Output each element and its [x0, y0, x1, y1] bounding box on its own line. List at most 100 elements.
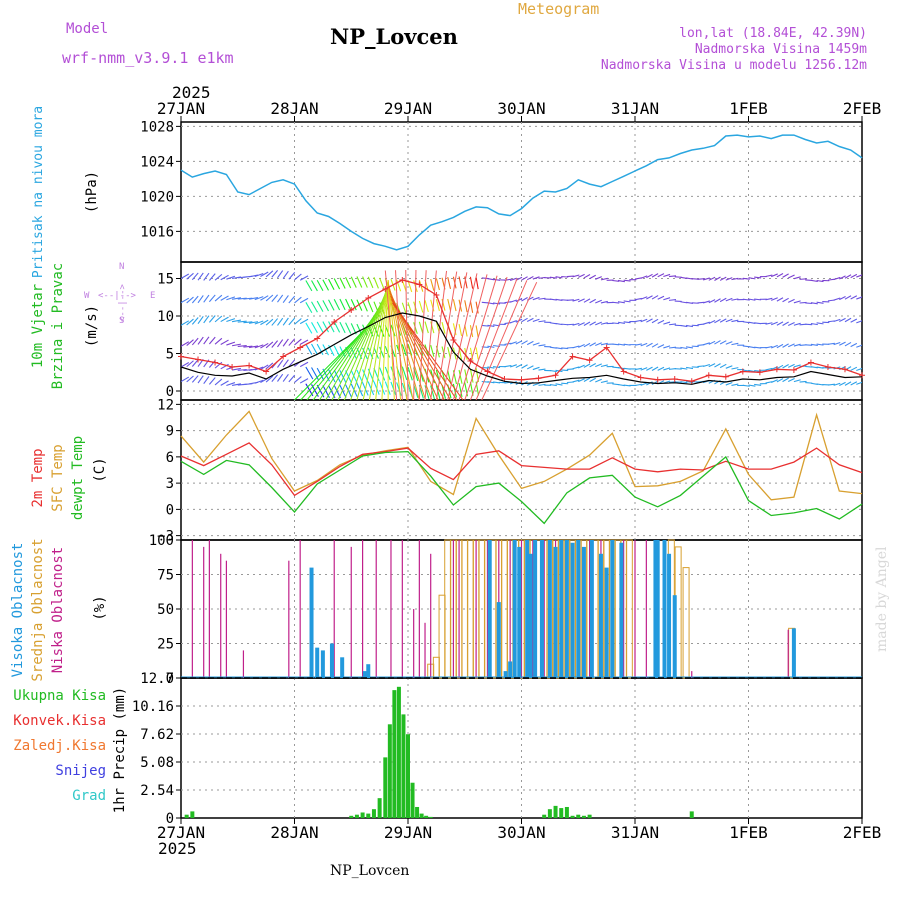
wind-barb	[526, 317, 534, 323]
wind-barb	[572, 345, 580, 349]
wind-barb	[600, 342, 608, 346]
wind-barb	[578, 273, 585, 278]
wind-barb	[572, 379, 580, 383]
wind-barb	[657, 366, 665, 371]
watermark: made by Angel	[874, 546, 890, 652]
wind-barb	[685, 346, 694, 349]
wind-barb	[555, 347, 563, 350]
wind-barb	[731, 383, 739, 386]
wind-barb	[265, 318, 274, 326]
wind-barb	[646, 318, 653, 323]
wind-barb	[282, 295, 289, 304]
wind-fan-line	[356, 283, 389, 400]
wind-barb	[328, 321, 335, 333]
x-tick-label-top: 31JAN	[611, 99, 659, 118]
wind-barb	[856, 320, 862, 324]
wind-barb	[186, 296, 194, 304]
wind-barb	[702, 300, 710, 304]
precip-bar	[371, 809, 376, 818]
gust-marker	[586, 357, 593, 364]
wind-barb	[475, 277, 479, 290]
wind-barb	[549, 369, 557, 373]
wind-barb	[254, 273, 264, 278]
wind-barb	[487, 366, 495, 369]
wind-barb	[754, 383, 762, 386]
precip-bar	[564, 806, 569, 818]
x-tick-label-top: 29JAN	[384, 99, 432, 118]
temp2m-line	[180, 442, 863, 497]
wind-barb	[640, 382, 648, 386]
wind-barb	[714, 340, 721, 345]
precip-bar	[542, 814, 547, 818]
wind-barb	[634, 367, 642, 371]
wind-fan-line	[464, 276, 508, 400]
gust-marker	[756, 369, 763, 376]
wind-barb	[305, 366, 314, 380]
compass-arrows-vertical: <--|-->	[118, 283, 128, 322]
wind-barb	[469, 276, 474, 289]
wind-barb	[719, 340, 727, 345]
wind-barb	[861, 347, 862, 348]
wind-barb	[583, 377, 591, 382]
y-tick-label: 15	[157, 272, 174, 288]
wind-barb	[226, 318, 236, 323]
wind-barb	[765, 345, 773, 349]
cloud-mid-bar	[438, 594, 446, 679]
wind-barb	[702, 277, 710, 281]
wind-barb	[578, 364, 585, 369]
wind-barb	[197, 316, 204, 325]
wind-barb	[305, 280, 313, 292]
wind-barb	[475, 347, 479, 360]
wind-barb	[407, 302, 413, 314]
gust-marker	[263, 368, 270, 375]
cloud-high-bar	[791, 628, 796, 678]
wind-barb	[487, 324, 495, 328]
y-tick-label: 10	[157, 309, 174, 325]
wind-barb	[356, 276, 363, 288]
wind-barb	[350, 276, 357, 288]
wind-barb	[776, 343, 784, 349]
precip-bar	[184, 814, 189, 818]
wind-barb	[452, 323, 457, 336]
wind-barb	[339, 370, 347, 384]
x-tick-label-top: 27JAN	[157, 99, 205, 118]
wind-barb	[186, 272, 194, 280]
precip-bar	[392, 690, 397, 818]
wind-barb	[260, 271, 269, 278]
y-tick-label: 12.7	[140, 671, 174, 687]
wind-barb	[538, 297, 546, 300]
gust-marker	[348, 307, 355, 313]
wind-barb	[782, 321, 789, 326]
cloud-high-bar	[619, 542, 624, 678]
wind-barb	[850, 318, 858, 323]
wind-barb	[776, 273, 784, 278]
wind-barb	[810, 322, 818, 326]
wind-barb	[685, 324, 694, 328]
wind-barb	[401, 280, 407, 292]
precip-bar	[581, 815, 586, 818]
cloud-high-bar	[528, 553, 533, 678]
cloud-panel: 0 25 50 75 100	[149, 533, 862, 687]
wind-barb	[288, 317, 296, 326]
wind-barb	[299, 339, 309, 345]
wind-barb	[181, 273, 190, 279]
wind-barb	[708, 276, 716, 281]
wind-barb	[356, 299, 363, 311]
wind-barb	[572, 366, 580, 370]
wind-barb	[401, 344, 407, 356]
wind-barb	[521, 297, 528, 302]
wind-barb	[458, 276, 463, 289]
y-tick-label: 0	[166, 671, 174, 687]
wind-barb	[265, 270, 274, 278]
wind-barb	[265, 362, 274, 370]
wind-barb	[595, 276, 602, 280]
wind-barb	[725, 297, 733, 302]
wind-barb	[345, 384, 353, 398]
wind-barb	[844, 341, 852, 347]
precip-bar	[576, 814, 581, 818]
y-tick-label: 3	[166, 476, 174, 492]
wind-barb	[578, 344, 585, 348]
cloud-high-bar	[496, 602, 501, 678]
gust-marker	[654, 376, 661, 383]
